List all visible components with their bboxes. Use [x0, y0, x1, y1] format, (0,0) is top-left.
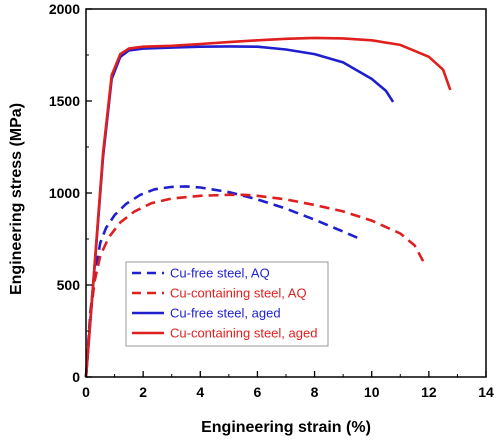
x-tick-label: 4 — [196, 384, 204, 400]
series-line-4 — [84, 36, 452, 378]
y-tick-label: 500 — [57, 277, 81, 293]
x-tick-label: 0 — [82, 384, 90, 400]
tick-labels-layer: 0 2 4 6 8 10 12 14 0 500 1000 1500 2000 — [49, 1, 494, 400]
x-tick-label: 10 — [364, 384, 380, 400]
y-tick-label: 1500 — [49, 93, 80, 109]
x-tick-label: 6 — [254, 384, 262, 400]
x-axis-label: Engineering strain (%) — [201, 419, 371, 436]
y-tick-label: 2000 — [49, 1, 80, 17]
legend-label-2: Cu-containing steel, AQ — [170, 286, 307, 301]
y-tick-label: 1000 — [49, 185, 80, 201]
x-tick-label: 14 — [478, 384, 494, 400]
y-axis-label: Engineering stress (MPa) — [8, 103, 25, 295]
y-tick-label: 0 — [72, 369, 80, 385]
x-tick-label: 12 — [421, 384, 437, 400]
x-tick-label: 2 — [139, 384, 147, 400]
legend-label-4: Cu-containing steel, aged — [170, 326, 317, 341]
x-tick-label: 8 — [311, 384, 319, 400]
legend: Cu-free steel, AQ Cu-containing steel, AQ… — [125, 261, 329, 347]
series-line-1 — [84, 185, 361, 378]
series-layer — [84, 36, 452, 378]
ticks-layer — [85, 8, 487, 378]
legend-label-1: Cu-free steel, AQ — [170, 266, 270, 281]
legend-label-3: Cu-free steel, aged — [170, 306, 281, 321]
series-line-2 — [84, 193, 425, 378]
